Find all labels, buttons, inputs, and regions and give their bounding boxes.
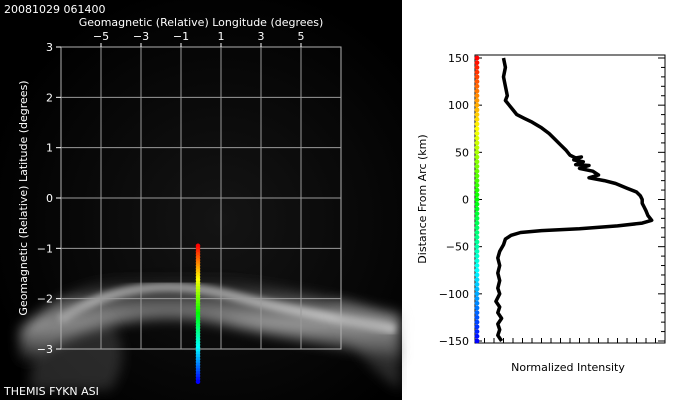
profile-colorbar-point [474, 154, 480, 160]
profile-y-tick-label: 50 [455, 146, 469, 159]
profile-colorbar-point [474, 55, 480, 61]
sky-x-tick-label: −3 [133, 30, 149, 43]
profile-colorbar-point [474, 234, 480, 240]
profile-colorbar-point [474, 60, 480, 66]
sky-gridlines [61, 47, 341, 349]
profile-colorbar-point [474, 300, 480, 306]
intensity-profile-panel: 150 100 50 0 −50 −100 −150 Normalized Intensit… [416, 52, 666, 374]
profile-y-axis-label: Distance From Arc (km) [416, 134, 429, 263]
sky-y-axis-label: Geomagnetic (Relative) Latitude (degrees… [17, 80, 30, 315]
intensity-profile-line [494, 57, 654, 342]
profile-x-axis-label: Normalized Intensity [511, 361, 625, 374]
profile-colorbar-point [474, 112, 480, 117]
profile-colorbar-point [474, 135, 480, 141]
profile-colorbar-point [474, 131, 480, 136]
sky-y-tick-label: −1 [37, 242, 53, 255]
profile-colorbar-point [474, 248, 480, 254]
sky-y-tick-label: −3 [37, 343, 53, 356]
profile-colorbar-point [474, 220, 480, 226]
sky-x-tick-label: 5 [298, 30, 305, 43]
profile-y-tick-label: −100 [439, 288, 469, 301]
profile-colorbar-point [474, 333, 480, 339]
profile-colorbar-point [474, 310, 480, 316]
profile-y-tick-label: 0 [462, 194, 469, 207]
profile-colorbar-point [474, 215, 480, 221]
profile-colorbar-point [474, 74, 480, 80]
profile-y-tick-label: 100 [448, 99, 469, 112]
profile-colorbar-point [474, 277, 480, 283]
profile-plot-frame [474, 54, 666, 344]
profile-colorbar-point [474, 338, 480, 344]
sky-image-panel: −5 −3 −1 1 3 5 3 2 1 0 −1 −2 −3 20081029 061400 Geom… [0, 0, 402, 400]
profile-colorbar-point [474, 168, 480, 174]
profile-colorbar-point [474, 93, 480, 99]
profile-colorbar-point [474, 315, 480, 320]
profile-colorbar-point [474, 178, 480, 184]
sky-y-tick-label: −2 [37, 293, 53, 306]
sky-x-tick-label: −5 [93, 30, 109, 43]
profile-colorbar-point [474, 121, 480, 127]
sky-y-tick-label: 1 [46, 142, 53, 155]
profile-colorbar-point [474, 272, 480, 278]
sky-x-axis-label: Geomagnetic (Relative) Longitude (degree… [79, 16, 324, 29]
profile-colorbar-point [474, 88, 480, 94]
profile-colorbar-point [474, 296, 480, 301]
profile-colorbar-point [474, 244, 480, 250]
profile-colorbar-point [474, 149, 480, 155]
profile-colorbar-point [474, 305, 480, 311]
profile-colorbar-point [474, 145, 480, 151]
profile-colorbar-point [474, 267, 480, 273]
sky-y-tick-label: 0 [46, 192, 53, 205]
sky-ticks: −5 −3 −1 1 3 5 3 2 1 0 −1 −2 −3 [37, 30, 305, 356]
aurora-arc [20, 267, 400, 390]
profile-colorbar-point [474, 79, 480, 84]
profile-colorbar-point [474, 69, 480, 75]
arc-track [195, 243, 201, 385]
profile-colorbar-point [474, 83, 480, 89]
profile-colorbar-point [474, 192, 480, 198]
sky-x-tick-label: −1 [173, 30, 189, 43]
profile-colorbar-point [474, 126, 480, 132]
profile-colorbar-point [474, 206, 480, 212]
profile-colorbar-point [474, 282, 480, 287]
sky-y-tick-label: 2 [46, 91, 53, 104]
profile-colorbar-point [474, 173, 480, 179]
profile-y-tick-label: −50 [446, 241, 469, 254]
profile-colorbar-point [474, 102, 480, 108]
profile-colorbar-point [474, 211, 480, 217]
profile-colorbar-point [474, 329, 480, 334]
profile-colorbar-point [474, 187, 480, 193]
profile-colorbar-point [474, 319, 480, 325]
profile-colorbar-point [474, 263, 480, 268]
profile-colorbar-point [474, 201, 480, 207]
profile-colorbar-markers [474, 55, 480, 344]
profile-colorbar-point [474, 230, 480, 235]
profile-colorbar-point [474, 140, 480, 146]
profile-colorbar-point [474, 98, 480, 103]
profile-colorbar-point [474, 65, 480, 70]
sky-x-tick-label: 3 [258, 30, 265, 43]
profile-y-tick-label: 150 [448, 52, 469, 65]
sky-y-tick-label: 3 [46, 41, 53, 54]
profile-colorbar-point [474, 286, 480, 292]
profile-colorbar-point [474, 197, 480, 202]
profile-colorbar-point [474, 324, 480, 330]
profile-colorbar-point [474, 239, 480, 245]
profile-colorbar-point [474, 225, 480, 231]
profile-colorbar-point [474, 116, 480, 122]
profile-y-tick-label: −150 [439, 335, 469, 348]
arc-track-point [195, 379, 201, 385]
instrument-footer: THEMIS FYKN ASI [3, 385, 99, 398]
profile-colorbar-point [474, 291, 480, 297]
profile-colorbar-point [474, 107, 480, 113]
profile-colorbar-point [474, 253, 480, 259]
profile-colorbar-point [474, 182, 480, 188]
profile-colorbar-point [474, 164, 480, 169]
sky-x-tick-label: 1 [218, 30, 225, 43]
profile-colorbar-point [474, 159, 480, 165]
profile-colorbar-point [474, 258, 480, 264]
timestamp: 20081029 061400 [4, 3, 105, 16]
